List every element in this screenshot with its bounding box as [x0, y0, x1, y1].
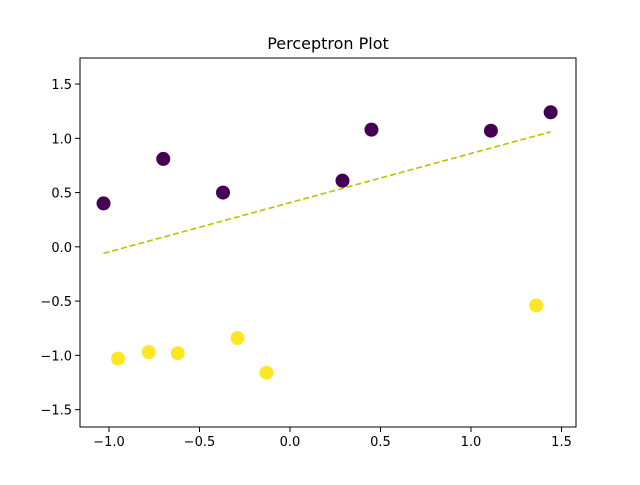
data-point-class2-2 [141, 345, 156, 360]
data-point-class1-2 [156, 151, 171, 166]
data-point-class2-1 [111, 351, 126, 366]
decision-boundary-line [103, 131, 551, 255]
data-point-class1-5 [364, 122, 379, 137]
y-tick-label: −1.5 [40, 404, 72, 419]
y-tick-label: 0.0 [51, 241, 72, 256]
chart-title: Perceptron Plot [267, 34, 389, 53]
data-point-class1-1 [96, 196, 111, 211]
x-tick-label: 0.5 [370, 435, 391, 450]
y-tick-label: 1.5 [51, 78, 72, 93]
axes-frame [79, 57, 577, 428]
data-point-class2-6 [529, 298, 544, 313]
y-tick-label: 1.0 [51, 132, 72, 147]
y-tick-label: −1.0 [40, 349, 72, 364]
data-point-class2-5 [259, 365, 274, 380]
y-tick-label: −0.5 [40, 295, 72, 310]
x-tick-label: 1.5 [551, 435, 572, 450]
data-point-class1-7 [543, 105, 558, 120]
y-tick-label: 0.5 [51, 187, 72, 202]
data-point-class1-4 [335, 173, 350, 188]
data-point-class1-3 [216, 185, 231, 200]
data-point-class2-3 [170, 346, 185, 361]
x-tick-label: −1.0 [93, 435, 125, 450]
x-tick-label: −0.5 [184, 435, 216, 450]
data-point-class1-6 [483, 123, 498, 138]
x-tick-label: 1.0 [461, 435, 482, 450]
data-point-class2-4 [230, 331, 245, 346]
x-tick-label: 0.0 [280, 435, 301, 450]
